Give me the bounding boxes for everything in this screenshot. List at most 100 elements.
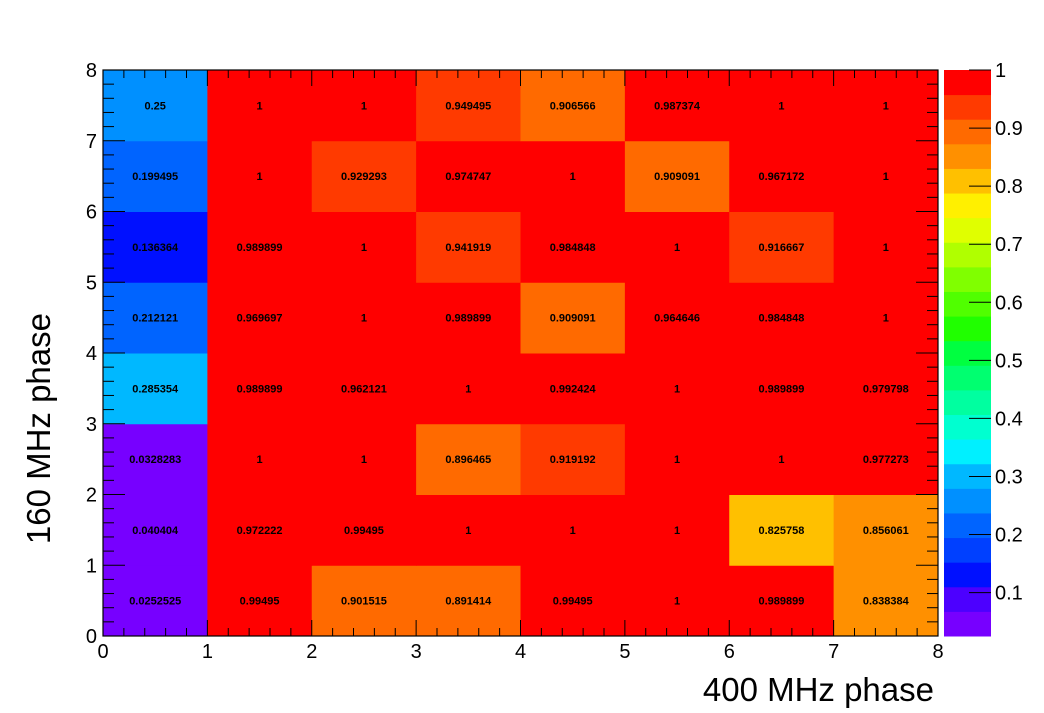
cell-value-label: 0.977273 bbox=[863, 454, 909, 466]
heatmap-cell bbox=[311, 282, 417, 354]
cell-value-label: 0.984848 bbox=[550, 242, 596, 254]
heatmap-cell-labels: 0.0252525 0.99495 0.901515 0.891414 0.99495 1… bbox=[129, 100, 909, 607]
x-tick-label: 8 bbox=[932, 641, 943, 663]
palette-swatch bbox=[944, 143, 991, 169]
heatmap-cell bbox=[624, 211, 730, 283]
heatmap-cell bbox=[207, 353, 313, 425]
heatmap-cell bbox=[833, 423, 939, 495]
heatmap-cell bbox=[520, 565, 626, 637]
cell-value-label: 1 bbox=[570, 171, 576, 183]
cell-value-label: 0.99495 bbox=[344, 525, 384, 537]
heatmap-cell bbox=[833, 70, 939, 142]
y-tick-label: 5 bbox=[86, 272, 97, 294]
heatmap-cell bbox=[624, 353, 730, 425]
heatmap-cell bbox=[729, 70, 835, 142]
cell-value-label: 0.984848 bbox=[758, 313, 804, 325]
x-tick-label: 1 bbox=[202, 641, 213, 663]
palette-swatch bbox=[944, 94, 991, 120]
cell-value-label: 0.989899 bbox=[758, 596, 804, 608]
heatmap-cell bbox=[103, 494, 208, 566]
heatmap-cell bbox=[311, 70, 417, 142]
cell-value-label: 1 bbox=[361, 454, 367, 466]
cell-value-label: 1 bbox=[361, 313, 367, 325]
cell-value-label: 1 bbox=[674, 525, 680, 537]
heatmap-cell bbox=[729, 565, 835, 637]
heatmap-cell bbox=[729, 140, 835, 212]
heatmap-cell bbox=[416, 565, 521, 637]
heatmap-cell bbox=[416, 353, 521, 425]
cell-value-label: 1 bbox=[674, 383, 680, 395]
palette-tick-label: 0.6 bbox=[995, 292, 1023, 314]
palette-tick-label: 0.7 bbox=[995, 234, 1023, 256]
heatmap-cell bbox=[416, 140, 521, 212]
cell-value-label: 0.285354 bbox=[132, 383, 179, 395]
heatmap-cell bbox=[624, 565, 730, 637]
heatmap-cell bbox=[416, 211, 521, 283]
palette-tick-label: 0.3 bbox=[995, 466, 1023, 488]
heatmap-cell bbox=[520, 353, 626, 425]
heatmap-cell bbox=[729, 353, 835, 425]
heatmap-cell bbox=[624, 494, 730, 566]
palette-tick-label: 1 bbox=[995, 60, 1006, 82]
heatmap-cell bbox=[416, 70, 521, 142]
cell-value-label: 0.136364 bbox=[132, 242, 179, 254]
heatmap-cell bbox=[729, 211, 835, 283]
heatmap-cell bbox=[624, 282, 730, 354]
y-tick-label: 4 bbox=[86, 343, 97, 365]
palette-tick-label: 0.4 bbox=[995, 408, 1023, 430]
x-tick-label: 5 bbox=[619, 641, 630, 663]
y-tick-label: 8 bbox=[86, 60, 97, 82]
palette-swatch bbox=[944, 119, 991, 145]
cell-value-label: 0.989899 bbox=[237, 383, 283, 395]
cell-value-label: 0.949495 bbox=[445, 100, 491, 112]
color-palette-ticks: 0.1 0.2 0.3 0.4 0.5 0.6 0.7 0.8 0.9 1 bbox=[969, 60, 1023, 605]
heatmap-cell bbox=[520, 494, 626, 566]
cell-value-label: 0.974747 bbox=[445, 171, 491, 183]
y-tick-label: 2 bbox=[86, 485, 97, 507]
cell-value-label: 0.0252525 bbox=[129, 596, 181, 608]
heatmap-cell bbox=[624, 70, 730, 142]
cell-value-label: 0.989899 bbox=[237, 242, 283, 254]
x-tick-label: 6 bbox=[724, 641, 735, 663]
heatmap-cell bbox=[624, 140, 730, 212]
palette-swatch bbox=[944, 291, 991, 317]
heatmap-cell bbox=[207, 282, 313, 354]
cell-value-label: 1 bbox=[257, 100, 263, 112]
palette-swatch bbox=[944, 611, 991, 637]
cell-value-label: 0.25 bbox=[144, 100, 165, 112]
heatmap-cell bbox=[207, 423, 313, 495]
cell-value-label: 1 bbox=[674, 454, 680, 466]
palette-swatch bbox=[944, 365, 991, 391]
color-palette bbox=[944, 70, 991, 637]
cell-value-label: 0.967172 bbox=[758, 171, 804, 183]
heatmap-cell bbox=[311, 211, 417, 283]
palette-swatch bbox=[944, 266, 991, 292]
heatmap-cell bbox=[416, 423, 521, 495]
palette-swatch bbox=[944, 586, 991, 612]
cell-value-label: 1 bbox=[778, 100, 784, 112]
cell-value-label: 1 bbox=[883, 242, 889, 254]
y-tick-label: 6 bbox=[86, 202, 97, 224]
axis-ticks bbox=[102, 69, 939, 637]
axis-tick-labels: 0 1 2 3 4 5 6 7 8 0 1 2 3 4 5 6 7 8 bbox=[86, 60, 944, 663]
cell-value-label: 1 bbox=[465, 525, 471, 537]
cell-value-label: 1 bbox=[361, 100, 367, 112]
heatmap-cell bbox=[833, 565, 939, 637]
cell-value-label: 0.99495 bbox=[240, 596, 280, 608]
cell-value-label: 1 bbox=[674, 596, 680, 608]
heatmap-cell bbox=[729, 282, 835, 354]
heatmap-cell bbox=[311, 494, 417, 566]
heatmap-cell bbox=[207, 565, 313, 637]
x-tick-label: 3 bbox=[411, 641, 422, 663]
heatmap-cell bbox=[833, 353, 939, 425]
cell-value-label: 0.040404 bbox=[132, 525, 179, 537]
x-tick-label: 4 bbox=[515, 641, 526, 663]
cell-value-label: 0.909091 bbox=[550, 313, 596, 325]
cell-value-label: 1 bbox=[778, 454, 784, 466]
cell-value-label: 0.99495 bbox=[553, 596, 593, 608]
cell-value-label: 0.989899 bbox=[758, 383, 804, 395]
cell-value-label: 0.212121 bbox=[132, 313, 178, 325]
cell-value-label: 0.896465 bbox=[445, 454, 491, 466]
heatmap-cell bbox=[729, 494, 835, 566]
heatmap-cell bbox=[207, 211, 313, 283]
